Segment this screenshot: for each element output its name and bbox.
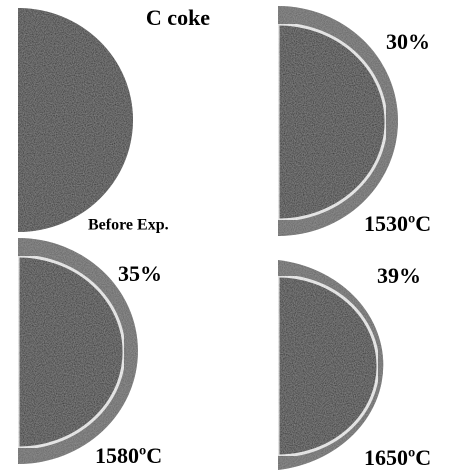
figure: C coke Before Exp. 30% 1530ºC 35% 1580ºC…	[0, 0, 465, 472]
temperature-label: 1580ºC	[95, 443, 162, 468]
temperature-label: 1650ºC	[364, 445, 431, 470]
ratio-label: 39%	[377, 263, 421, 288]
sample-1650: 39% 1650ºC	[278, 260, 431, 470]
coke-sample	[18, 8, 133, 232]
panel-title: C coke	[146, 5, 210, 30]
temperature-label: 1530ºC	[364, 211, 431, 236]
coke-core	[278, 276, 378, 456]
ratio-label: 30%	[386, 29, 430, 54]
ratio-label: 35%	[118, 261, 162, 286]
sample-1530: 30% 1530ºC	[278, 6, 431, 236]
sample-1580: 35% 1580ºC	[18, 238, 162, 468]
sample-before: C coke Before Exp.	[18, 5, 210, 234]
panel-label: Before Exp.	[88, 217, 169, 234]
